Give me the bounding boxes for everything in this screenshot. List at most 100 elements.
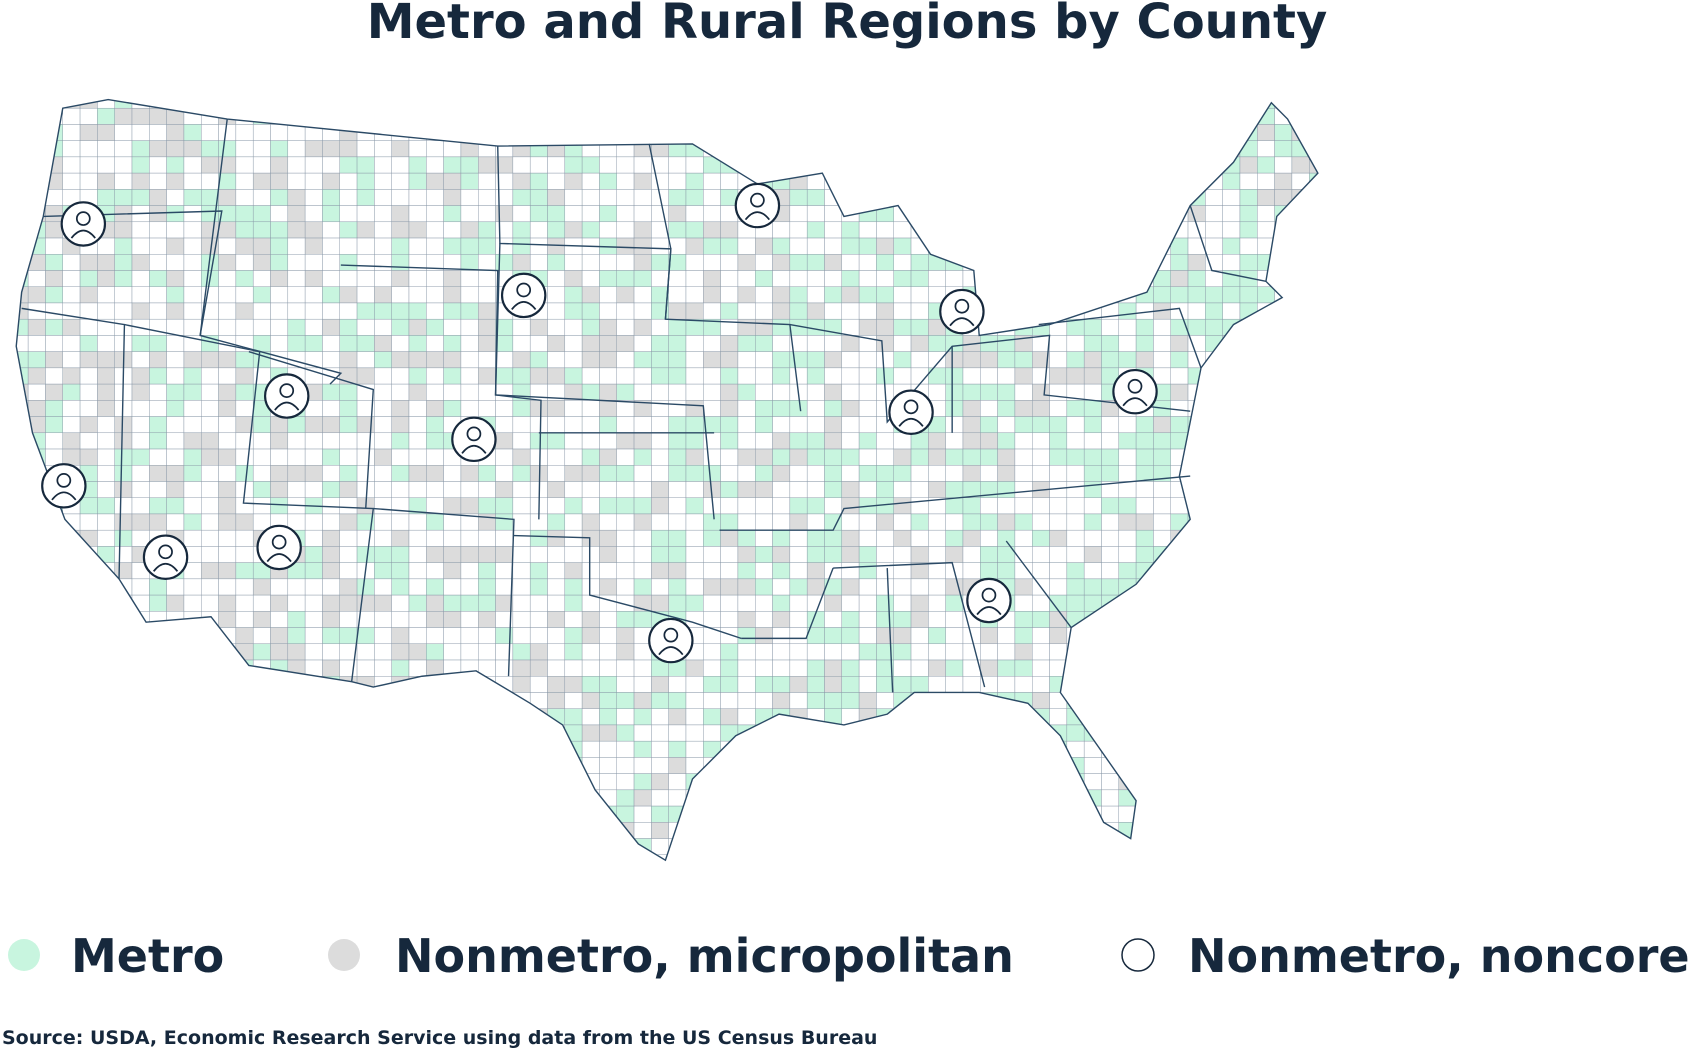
county [1309, 318, 1318, 336]
county [408, 205, 427, 223]
county [408, 627, 427, 645]
county [633, 107, 652, 125]
county [789, 805, 808, 823]
county [1205, 692, 1223, 709]
county [235, 237, 254, 255]
county [564, 838, 583, 855]
county [876, 692, 894, 709]
county [824, 286, 843, 304]
county [79, 302, 98, 320]
county [564, 594, 583, 612]
county [322, 740, 340, 758]
county [1083, 854, 1102, 861]
county [824, 676, 843, 693]
county [1135, 740, 1154, 758]
icon-ring [264, 373, 310, 419]
county [149, 773, 167, 791]
county [1222, 529, 1241, 547]
county [1118, 140, 1137, 158]
county [426, 692, 444, 709]
county [391, 692, 410, 709]
county [478, 205, 496, 223]
county [287, 740, 306, 758]
county [962, 367, 981, 385]
county [1083, 205, 1102, 223]
county [1101, 318, 1120, 336]
county [339, 578, 358, 596]
county [1066, 676, 1085, 693]
county [529, 237, 548, 255]
county [858, 838, 877, 855]
county [529, 221, 548, 239]
county [287, 789, 306, 807]
county [149, 676, 167, 693]
county [512, 562, 531, 580]
county [97, 465, 115, 482]
county [97, 383, 115, 401]
county [1205, 497, 1223, 515]
county [62, 854, 81, 861]
county [997, 448, 1016, 466]
county [876, 99, 894, 109]
county [547, 611, 566, 628]
county [201, 189, 219, 206]
county [633, 383, 652, 401]
county [27, 805, 46, 823]
county [806, 805, 825, 823]
county [1101, 189, 1120, 206]
county [720, 221, 739, 239]
county [1274, 578, 1293, 596]
county [962, 481, 981, 498]
icon-body [976, 606, 1002, 616]
county [858, 416, 877, 434]
county [166, 205, 185, 223]
county [616, 221, 635, 239]
county [252, 594, 271, 612]
county [426, 124, 444, 141]
county [460, 627, 479, 645]
county [599, 773, 617, 791]
county [529, 822, 548, 839]
county [980, 838, 998, 855]
county [1239, 822, 1258, 839]
icon-ring [60, 201, 107, 247]
county [737, 270, 756, 287]
county [426, 237, 444, 255]
county [1257, 838, 1275, 855]
county [858, 789, 877, 807]
county [149, 237, 167, 255]
county [339, 562, 358, 580]
county [235, 351, 254, 369]
county [910, 789, 929, 807]
county [374, 708, 392, 726]
county [945, 627, 964, 645]
county [166, 286, 185, 304]
icon-head [981, 587, 997, 603]
county [1274, 318, 1293, 336]
county [1205, 627, 1223, 645]
county [1032, 659, 1050, 677]
county [166, 822, 185, 839]
county [16, 432, 29, 450]
county [1205, 838, 1223, 855]
county [252, 286, 271, 304]
county [581, 448, 600, 466]
county [235, 497, 254, 515]
county [910, 140, 929, 158]
county [443, 140, 462, 158]
icon-ring [966, 577, 1012, 624]
county [270, 335, 289, 352]
county [668, 513, 687, 531]
county [928, 627, 946, 645]
county [495, 562, 514, 580]
county [512, 254, 531, 271]
county [841, 659, 860, 677]
county [772, 838, 791, 855]
county [599, 838, 617, 855]
county [131, 189, 150, 206]
county [962, 838, 981, 855]
county [374, 99, 392, 109]
county [893, 367, 912, 385]
county [962, 676, 981, 693]
county [512, 757, 531, 774]
